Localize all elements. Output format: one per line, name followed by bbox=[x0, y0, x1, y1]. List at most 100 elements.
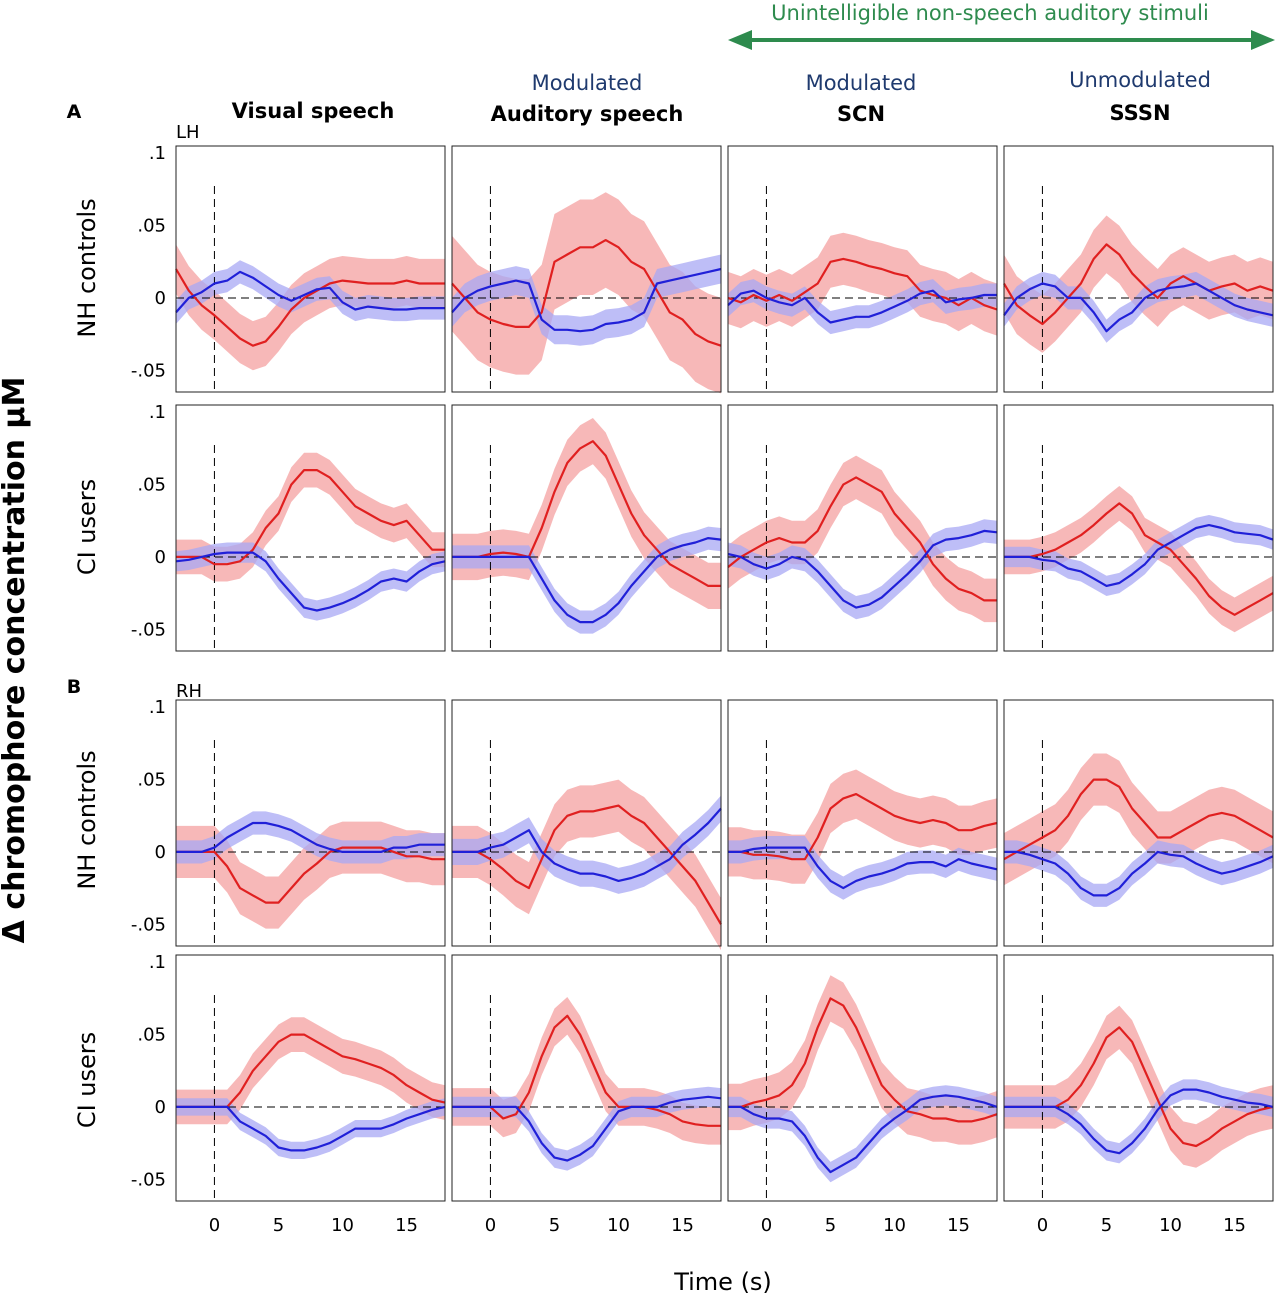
hbo-band bbox=[1004, 486, 1273, 633]
panel-frame bbox=[451, 954, 722, 1202]
hbo-line bbox=[1003, 243, 1274, 326]
hbo-line bbox=[452, 440, 721, 588]
panel-r2-c3 bbox=[727, 404, 998, 652]
hbo-band bbox=[452, 418, 721, 609]
hemisphere-label-rh: RH bbox=[176, 681, 202, 702]
column-modulation-3: Modulated bbox=[806, 71, 917, 95]
hbo-band bbox=[1004, 753, 1273, 886]
row-label-3: NH controls bbox=[73, 750, 101, 889]
hbo-band bbox=[176, 244, 445, 371]
y-tick-label: -.05 bbox=[131, 619, 166, 640]
x-tick-label: 15 bbox=[395, 1215, 418, 1236]
hbr-band bbox=[176, 811, 445, 864]
row-label-2: CI users bbox=[73, 479, 101, 575]
y-tick-label: .1 bbox=[149, 143, 166, 164]
x-tick-label: 0 bbox=[761, 1215, 772, 1236]
panel-label-a: A bbox=[67, 101, 82, 123]
y-tick-label: 0 bbox=[155, 842, 166, 863]
hemisphere-label-lh: LH bbox=[176, 122, 200, 143]
x-tick-label: 10 bbox=[1159, 1215, 1182, 1236]
panel-frame bbox=[1003, 954, 1274, 1202]
y-tick-label: .05 bbox=[137, 1025, 166, 1046]
hbr-line bbox=[1003, 282, 1274, 333]
hbr-line bbox=[176, 821, 445, 854]
y-tick-label: -.05 bbox=[131, 1169, 166, 1190]
x-tick-label: 5 bbox=[273, 1215, 284, 1236]
hbo-band bbox=[1004, 1005, 1273, 1168]
x-axis-label: Time (s) bbox=[673, 1268, 772, 1296]
column-modulation-4: Unmodulated bbox=[1069, 68, 1211, 92]
hbr-line bbox=[728, 1094, 998, 1174]
column-title-1: Visual speech bbox=[232, 99, 395, 123]
panel-r2-c2 bbox=[451, 404, 722, 652]
panel-r3-c2 bbox=[451, 699, 722, 951]
banner-arrow bbox=[728, 30, 1275, 50]
x-tick-label: 5 bbox=[549, 1215, 560, 1236]
x-tick-label: 5 bbox=[1101, 1215, 1112, 1236]
y-tick-label: .05 bbox=[137, 216, 166, 237]
panel-frame bbox=[451, 404, 722, 652]
hbo-line bbox=[175, 268, 445, 347]
hbo-line bbox=[451, 239, 722, 347]
panel-r1-c4 bbox=[1003, 145, 1274, 393]
panel-r4-c1: .1 .05 0 -.05 0 5 10 15 bbox=[131, 952, 446, 1236]
panel-frame bbox=[727, 954, 998, 1202]
row-label-1: NH controls bbox=[73, 198, 101, 337]
x-tick-label: 15 bbox=[671, 1215, 694, 1236]
hbr-band bbox=[1004, 1079, 1273, 1164]
panel-r4-c4: 0 5 10 15 bbox=[1003, 954, 1274, 1236]
column-title-4: SSSN bbox=[1109, 101, 1170, 125]
hbr-line bbox=[1004, 850, 1274, 897]
x-tick-label: 10 bbox=[331, 1215, 354, 1236]
column-title-3: SCN bbox=[837, 102, 885, 126]
column-title-2: Auditory speech bbox=[491, 102, 684, 126]
panel-r1-c3 bbox=[727, 145, 998, 393]
panel-frame bbox=[451, 145, 722, 393]
hbr-line bbox=[1004, 1088, 1274, 1155]
hbr-line bbox=[728, 846, 998, 890]
panel-frame bbox=[451, 699, 722, 947]
x-tick-label: 5 bbox=[825, 1215, 836, 1236]
x-tick-label: 0 bbox=[209, 1215, 220, 1236]
y-tick-label: -.05 bbox=[131, 914, 166, 935]
x-tick-label: 15 bbox=[1223, 1215, 1246, 1236]
panel-frame bbox=[175, 954, 446, 1202]
y-tick-label: .1 bbox=[149, 697, 166, 718]
hbr-band bbox=[1004, 840, 1273, 907]
y-tick-label: .1 bbox=[149, 952, 166, 973]
hbr-line bbox=[175, 551, 446, 612]
hbr-line bbox=[175, 270, 445, 314]
panel-r4-c2: 0 5 10 15 bbox=[451, 954, 722, 1236]
hbr-band bbox=[1004, 515, 1273, 596]
hbr-band bbox=[728, 1085, 997, 1183]
panel-r1-c1: .1 .05 0 -.05 bbox=[131, 143, 446, 393]
hbo-line bbox=[728, 792, 998, 861]
y-tick-label: 0 bbox=[155, 288, 166, 309]
y-tick-label: .05 bbox=[137, 475, 166, 496]
panel-grid: .1 .05 0 -.05 .1 .05 0 -.05 .1 .05 0 -.05 .1 .05 0 -.05… bbox=[131, 143, 1274, 1236]
hbo-band bbox=[452, 192, 721, 394]
panel-label-b: B bbox=[67, 676, 81, 698]
panel-r3-c1: .1 .05 0 -.05 bbox=[131, 697, 446, 947]
x-tick-label: 10 bbox=[607, 1215, 630, 1236]
panel-frame bbox=[1003, 699, 1274, 947]
hbr-line bbox=[176, 1105, 446, 1152]
x-tick-label: 15 bbox=[947, 1215, 970, 1236]
panel-frame bbox=[727, 699, 998, 947]
hbo-line bbox=[727, 476, 997, 602]
y-tick-label: 0 bbox=[155, 1097, 166, 1118]
y-tick-label: .1 bbox=[149, 402, 166, 423]
hbr-band bbox=[176, 1098, 445, 1159]
x-tick-label: 0 bbox=[485, 1215, 496, 1236]
panel-r3-c3 bbox=[727, 699, 998, 947]
hbo-band bbox=[452, 779, 721, 951]
hbo-band bbox=[176, 1017, 445, 1125]
x-tick-label: 10 bbox=[883, 1215, 906, 1236]
y-tick-label: -.05 bbox=[131, 360, 166, 381]
panel-frame bbox=[175, 404, 446, 652]
panel-frame bbox=[175, 145, 446, 393]
hbr-line bbox=[452, 536, 722, 624]
row-label-4: CI users bbox=[73, 1032, 101, 1128]
banner-text: Unintelligible non-speech auditory stimu… bbox=[771, 1, 1209, 25]
panel-r1-c2 bbox=[451, 145, 722, 394]
